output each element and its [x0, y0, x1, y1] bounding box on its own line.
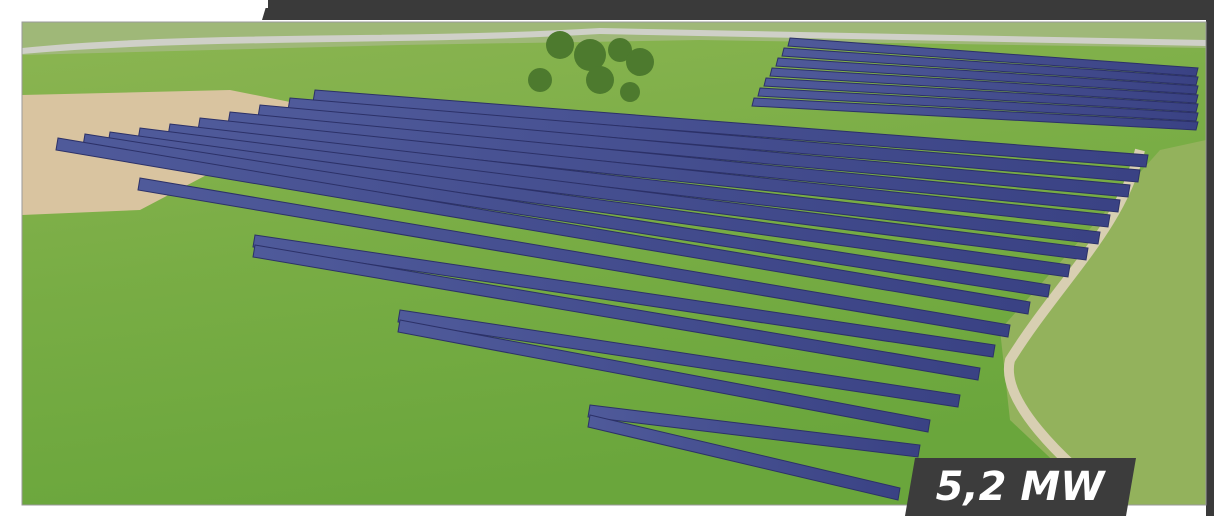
panel-row: [751, 97, 1199, 131]
panel-row: [587, 404, 921, 458]
panel-row: [55, 137, 1031, 315]
photo-outline: [21, 21, 1207, 506]
background-field: [22, 22, 1206, 55]
panel-row: [587, 414, 901, 501]
panel-row: [787, 37, 1199, 77]
panel-row: [137, 177, 1011, 338]
panel-row: [397, 309, 961, 408]
solar-farm-photo: [22, 22, 1206, 509]
panel-row: [257, 104, 1131, 198]
track: [1003, 148, 1145, 509]
panel-row: [757, 87, 1199, 122]
panel-row: [287, 97, 1141, 183]
panel-row: [775, 57, 1199, 95]
panel-row: [227, 111, 1121, 213]
slope: [1000, 140, 1206, 505]
panel-row: [763, 77, 1199, 113]
road: [22, 28, 1206, 54]
panel-row: [252, 244, 981, 381]
badge-label: 5,2 MW: [936, 464, 1107, 510]
badge-background: [905, 458, 1136, 516]
panel-row: [197, 117, 1111, 228]
panel-row: [397, 319, 931, 433]
panel-rows: [55, 37, 1199, 501]
frame-tab: [0, 0, 268, 8]
panel-row: [781, 47, 1199, 86]
panel-row: [769, 67, 1199, 104]
trees: [528, 31, 654, 102]
panel-row: [252, 234, 996, 358]
panel-row: [312, 89, 1149, 168]
